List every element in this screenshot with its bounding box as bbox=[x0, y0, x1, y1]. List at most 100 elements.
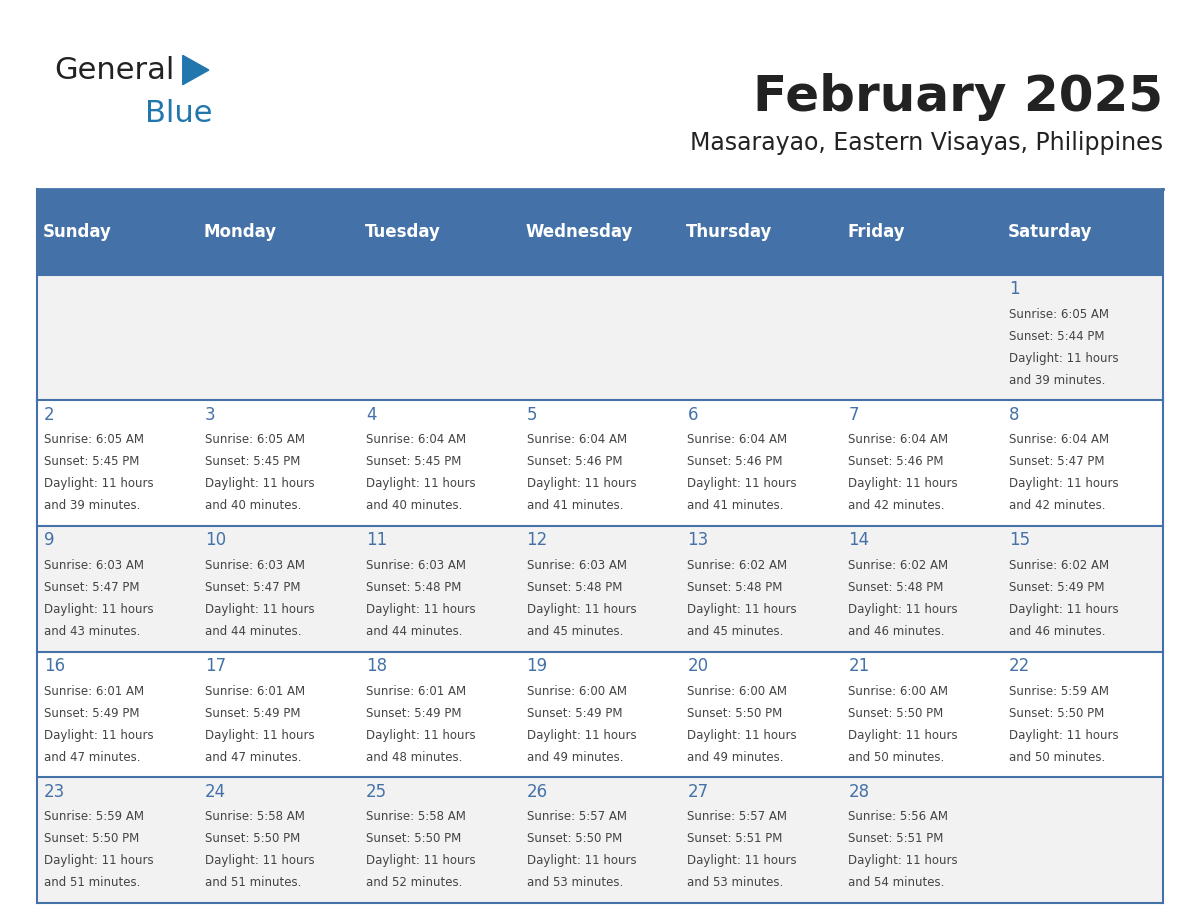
Text: 23: 23 bbox=[44, 783, 65, 800]
Text: Sunset: 5:44 PM: Sunset: 5:44 PM bbox=[1009, 330, 1105, 342]
Text: and 47 minutes.: and 47 minutes. bbox=[204, 751, 302, 764]
Text: and 42 minutes.: and 42 minutes. bbox=[1009, 499, 1106, 512]
Bar bbox=[37, 778, 1163, 903]
Text: and 45 minutes.: and 45 minutes. bbox=[526, 625, 623, 638]
Text: Sunrise: 5:58 AM: Sunrise: 5:58 AM bbox=[366, 811, 466, 823]
Text: Daylight: 11 hours: Daylight: 11 hours bbox=[688, 854, 801, 868]
Text: Daylight: 11 hours: Daylight: 11 hours bbox=[526, 603, 640, 616]
Text: and 41 minutes.: and 41 minutes. bbox=[526, 499, 624, 512]
Text: Daylight: 11 hours: Daylight: 11 hours bbox=[848, 854, 962, 868]
Text: Sunset: 5:45 PM: Sunset: 5:45 PM bbox=[366, 455, 461, 468]
Text: Sunrise: 6:02 AM: Sunrise: 6:02 AM bbox=[848, 559, 948, 572]
Text: and 54 minutes.: and 54 minutes. bbox=[848, 876, 944, 890]
Text: Sunset: 5:49 PM: Sunset: 5:49 PM bbox=[526, 707, 623, 720]
Text: Sunrise: 6:02 AM: Sunrise: 6:02 AM bbox=[688, 559, 788, 572]
Text: Sunrise: 6:04 AM: Sunrise: 6:04 AM bbox=[1009, 433, 1110, 446]
Text: Daylight: 11 hours: Daylight: 11 hours bbox=[44, 854, 158, 868]
Text: 5: 5 bbox=[526, 406, 537, 424]
Text: Sunrise: 6:05 AM: Sunrise: 6:05 AM bbox=[1009, 308, 1110, 320]
Text: and 39 minutes.: and 39 minutes. bbox=[44, 499, 140, 512]
Text: 21: 21 bbox=[848, 657, 870, 675]
Text: Sunset: 5:50 PM: Sunset: 5:50 PM bbox=[526, 833, 621, 845]
Text: 18: 18 bbox=[366, 657, 387, 675]
Text: Blue: Blue bbox=[145, 98, 213, 128]
Text: Daylight: 11 hours: Daylight: 11 hours bbox=[848, 603, 962, 616]
Text: Sunset: 5:50 PM: Sunset: 5:50 PM bbox=[204, 833, 301, 845]
Text: Sunrise: 5:57 AM: Sunrise: 5:57 AM bbox=[688, 811, 788, 823]
Text: and 42 minutes.: and 42 minutes. bbox=[848, 499, 944, 512]
Text: Daylight: 11 hours: Daylight: 11 hours bbox=[1009, 477, 1123, 490]
Text: and 48 minutes.: and 48 minutes. bbox=[366, 751, 462, 764]
Text: and 52 minutes.: and 52 minutes. bbox=[366, 876, 462, 890]
Text: Sunrise: 6:01 AM: Sunrise: 6:01 AM bbox=[366, 685, 466, 698]
Text: Daylight: 11 hours: Daylight: 11 hours bbox=[204, 603, 318, 616]
Text: and 45 minutes.: and 45 minutes. bbox=[688, 625, 784, 638]
Text: Daylight: 11 hours: Daylight: 11 hours bbox=[1009, 729, 1123, 742]
Text: Daylight: 11 hours: Daylight: 11 hours bbox=[1009, 603, 1123, 616]
Text: Daylight: 11 hours: Daylight: 11 hours bbox=[688, 729, 801, 742]
Text: Saturday: Saturday bbox=[1007, 223, 1093, 241]
Text: 16: 16 bbox=[44, 657, 65, 675]
Text: Daylight: 11 hours: Daylight: 11 hours bbox=[366, 729, 479, 742]
Text: 19: 19 bbox=[526, 657, 548, 675]
Text: Sunset: 5:48 PM: Sunset: 5:48 PM bbox=[848, 581, 943, 594]
Text: and 47 minutes.: and 47 minutes. bbox=[44, 751, 140, 764]
Text: Sunrise: 6:03 AM: Sunrise: 6:03 AM bbox=[44, 559, 144, 572]
Text: Sunrise: 6:00 AM: Sunrise: 6:00 AM bbox=[688, 685, 788, 698]
Text: Sunrise: 6:05 AM: Sunrise: 6:05 AM bbox=[204, 433, 305, 446]
Text: 20: 20 bbox=[688, 657, 708, 675]
Text: Sunrise: 6:04 AM: Sunrise: 6:04 AM bbox=[848, 433, 948, 446]
Text: 3: 3 bbox=[204, 406, 215, 424]
Text: and 53 minutes.: and 53 minutes. bbox=[688, 876, 784, 890]
Text: and 40 minutes.: and 40 minutes. bbox=[204, 499, 302, 512]
Text: Thursday: Thursday bbox=[687, 223, 772, 241]
Text: and 51 minutes.: and 51 minutes. bbox=[44, 876, 140, 890]
Text: February 2025: February 2025 bbox=[753, 73, 1163, 121]
Text: and 50 minutes.: and 50 minutes. bbox=[1009, 751, 1105, 764]
Bar bbox=[37, 400, 1163, 526]
Text: Daylight: 11 hours: Daylight: 11 hours bbox=[204, 854, 318, 868]
Text: Sunset: 5:51 PM: Sunset: 5:51 PM bbox=[848, 833, 943, 845]
Text: Sunset: 5:49 PM: Sunset: 5:49 PM bbox=[204, 707, 301, 720]
Text: Daylight: 11 hours: Daylight: 11 hours bbox=[44, 603, 158, 616]
Text: Sunrise: 6:03 AM: Sunrise: 6:03 AM bbox=[366, 559, 466, 572]
Bar bbox=[37, 526, 1163, 652]
Text: Wednesday: Wednesday bbox=[525, 223, 633, 241]
Text: Sunset: 5:47 PM: Sunset: 5:47 PM bbox=[44, 581, 139, 594]
Text: 9: 9 bbox=[44, 532, 55, 550]
Text: Sunrise: 6:00 AM: Sunrise: 6:00 AM bbox=[848, 685, 948, 698]
Text: Sunrise: 5:59 AM: Sunrise: 5:59 AM bbox=[44, 811, 144, 823]
Text: 10: 10 bbox=[204, 532, 226, 550]
Text: Sunrise: 6:03 AM: Sunrise: 6:03 AM bbox=[204, 559, 305, 572]
Text: 2: 2 bbox=[44, 406, 55, 424]
Bar bbox=[37, 189, 1163, 274]
Text: Sunset: 5:49 PM: Sunset: 5:49 PM bbox=[44, 707, 139, 720]
Text: 11: 11 bbox=[366, 532, 387, 550]
Text: 22: 22 bbox=[1009, 657, 1030, 675]
Text: 8: 8 bbox=[1009, 406, 1019, 424]
Text: Sunset: 5:46 PM: Sunset: 5:46 PM bbox=[848, 455, 943, 468]
Text: Sunrise: 6:03 AM: Sunrise: 6:03 AM bbox=[526, 559, 626, 572]
Bar bbox=[37, 274, 1163, 400]
Text: Sunrise: 5:57 AM: Sunrise: 5:57 AM bbox=[526, 811, 626, 823]
Text: Sunset: 5:50 PM: Sunset: 5:50 PM bbox=[1009, 707, 1105, 720]
Text: Daylight: 11 hours: Daylight: 11 hours bbox=[526, 729, 640, 742]
Text: Daylight: 11 hours: Daylight: 11 hours bbox=[366, 477, 479, 490]
Text: 28: 28 bbox=[848, 783, 870, 800]
Text: Sunrise: 6:02 AM: Sunrise: 6:02 AM bbox=[1009, 559, 1110, 572]
Text: 14: 14 bbox=[848, 532, 870, 550]
Polygon shape bbox=[183, 55, 209, 84]
Bar bbox=[37, 652, 1163, 778]
Text: Sunrise: 5:59 AM: Sunrise: 5:59 AM bbox=[1009, 685, 1110, 698]
Text: Sunset: 5:45 PM: Sunset: 5:45 PM bbox=[44, 455, 139, 468]
Text: Daylight: 11 hours: Daylight: 11 hours bbox=[204, 477, 318, 490]
Text: Sunset: 5:46 PM: Sunset: 5:46 PM bbox=[526, 455, 623, 468]
Text: and 44 minutes.: and 44 minutes. bbox=[204, 625, 302, 638]
Text: and 46 minutes.: and 46 minutes. bbox=[848, 625, 944, 638]
Text: 24: 24 bbox=[204, 783, 226, 800]
Text: Sunset: 5:48 PM: Sunset: 5:48 PM bbox=[688, 581, 783, 594]
Text: Sunset: 5:49 PM: Sunset: 5:49 PM bbox=[366, 707, 461, 720]
Text: 1: 1 bbox=[1009, 280, 1019, 298]
Text: Daylight: 11 hours: Daylight: 11 hours bbox=[204, 729, 318, 742]
Text: Daylight: 11 hours: Daylight: 11 hours bbox=[44, 729, 158, 742]
